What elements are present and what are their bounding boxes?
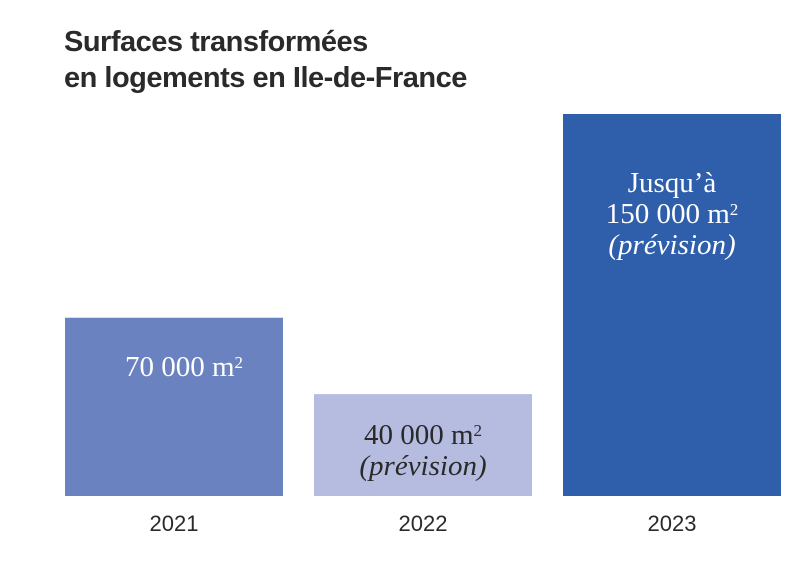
chart-title: Surfaces transformées en logements en Il… (64, 24, 467, 96)
bar-2021 (65, 317, 283, 496)
bar-note-label: (prévision) (608, 229, 735, 261)
bar-2023 (563, 114, 781, 496)
x-tick-label-2023: 2023 (648, 511, 697, 536)
x-tick-label-2022: 2022 (399, 511, 448, 536)
bar-value-label: Jusqu’à (628, 167, 717, 199)
bar-value-label: 40 000 m2 (364, 419, 482, 451)
bar-2022 (314, 394, 532, 496)
bar-value-label: 70 000 m2 (125, 351, 243, 383)
bar-note-label: (prévision) (359, 450, 486, 482)
chart-title-line-1: Surfaces transformées (64, 26, 368, 58)
bar-value-label: 150 000 m2 (606, 198, 739, 230)
x-tick-label-2021: 2021 (150, 511, 199, 536)
chart-title-line-2: en logements en Ile-de-France (64, 62, 467, 94)
